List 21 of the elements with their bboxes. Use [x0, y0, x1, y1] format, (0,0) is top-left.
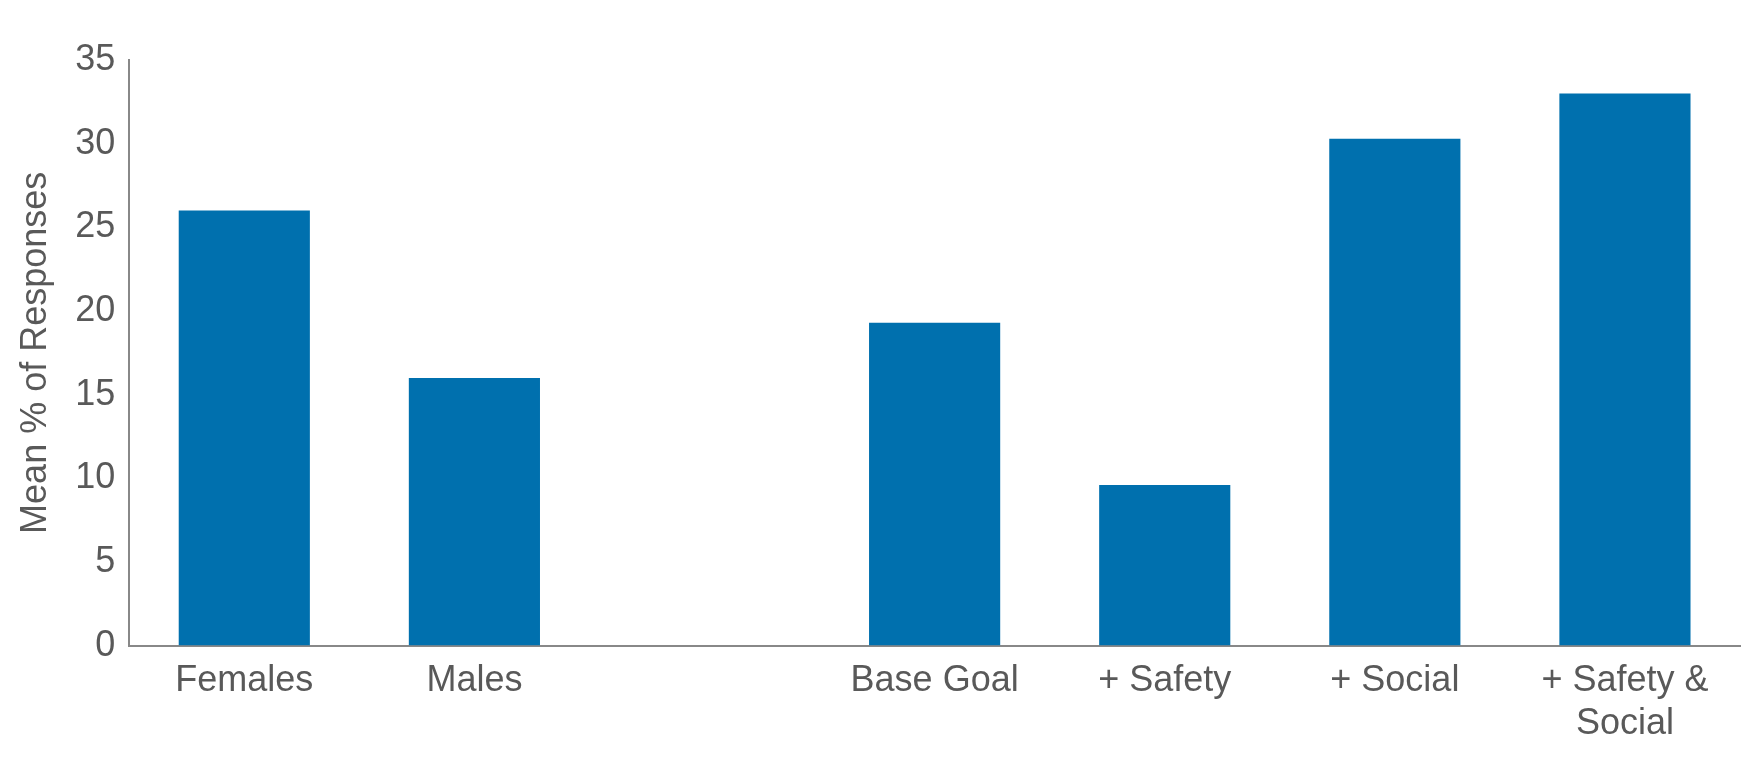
x-tick-label: Males [426, 658, 523, 700]
x-tick-label: + Social [1330, 658, 1460, 700]
x-tick-label: + Safety & Social [1541, 658, 1709, 743]
y-tick-label: 20 [75, 287, 116, 329]
x-tick-label: Base Goal [850, 658, 1019, 700]
y-axis-title: Mean % of Responses [12, 171, 54, 534]
y-tick-label: 35 [75, 36, 116, 78]
y-tick-label: 0 [95, 622, 116, 664]
bar [408, 377, 540, 646]
y-tick-label: 10 [75, 455, 116, 497]
bar [1329, 138, 1461, 646]
bar [178, 210, 310, 646]
bar [1099, 484, 1231, 646]
y-tick-label: 25 [75, 204, 116, 246]
bar [869, 322, 1001, 646]
y-tick-label: 5 [95, 538, 116, 580]
x-tick-label: + Safety [1098, 658, 1232, 700]
x-tick-label: Females [175, 658, 314, 700]
y-tick-label: 30 [75, 120, 116, 162]
y-tick-label: 15 [75, 371, 116, 413]
bar [1559, 93, 1691, 646]
